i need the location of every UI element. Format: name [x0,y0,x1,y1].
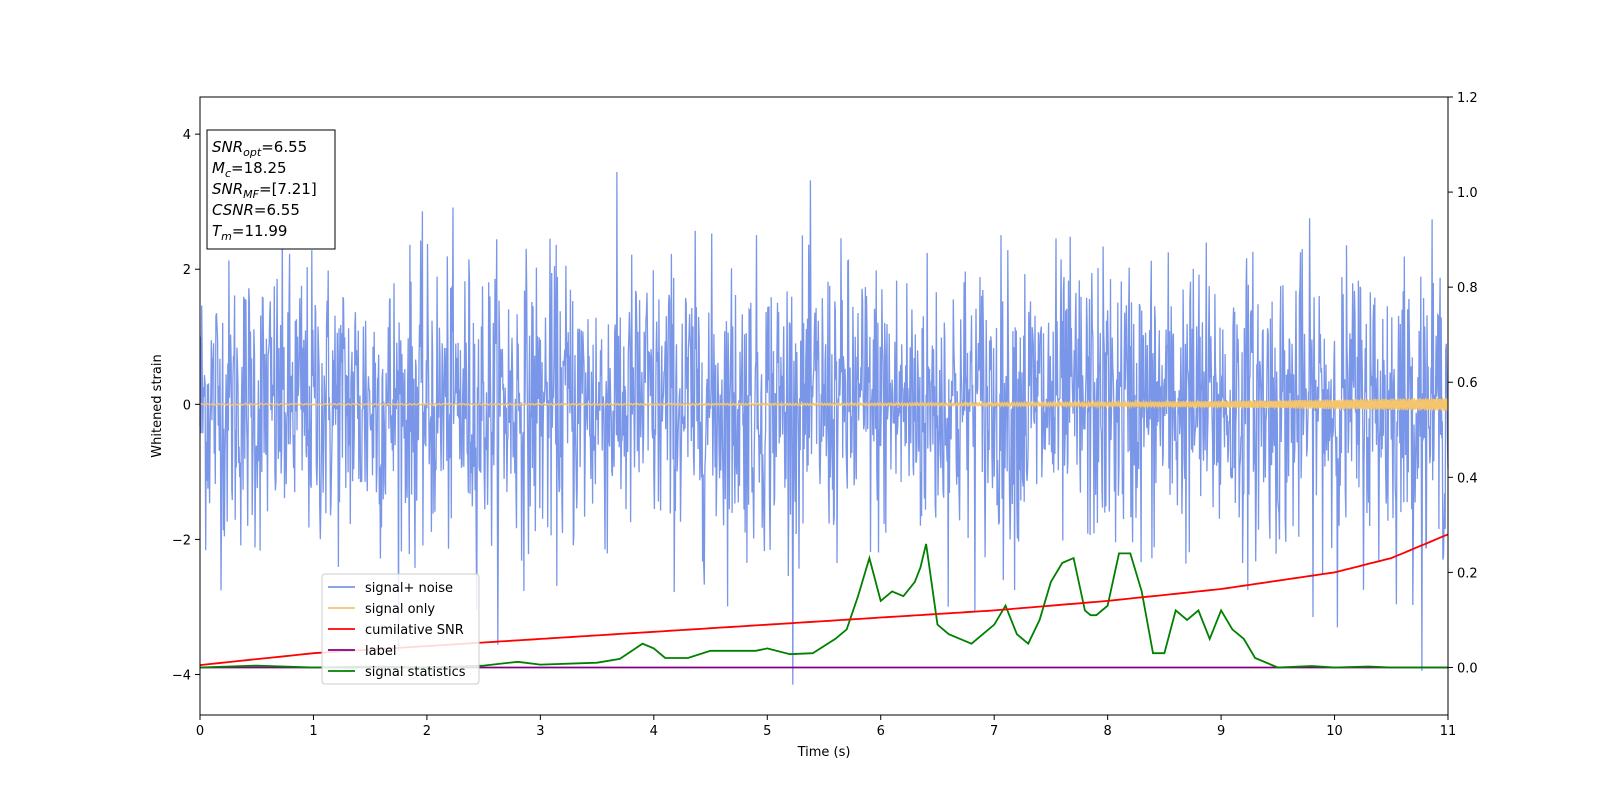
y2-tick-label: 0.0 [1457,661,1478,676]
y2-tick-label: 0.2 [1457,566,1478,581]
legend-label: signal statistics [365,665,466,680]
info-line: Mc=18.25 [212,159,287,180]
legend-label: label [365,644,396,659]
x-tick-label: 8 [1103,724,1111,739]
y-axis: −4 −2 0 2 4 [172,128,200,683]
x-tick-label: 10 [1326,724,1343,739]
plot-frame [199,96,1449,716]
y-tick-label: 2 [183,263,191,278]
y2-tick-label: 0.6 [1457,376,1478,391]
info-line: SNRMF=[7.21] [212,180,317,201]
info-box: SNRopt=6.55Mc=18.25SNRMF=[7.21]CSNR=6.55… [206,129,336,250]
y2-tick-label: 0.8 [1457,281,1478,296]
series-signal-only [199,397,1449,412]
stats-layer [199,543,1448,669]
info-line: SNRopt=6.55 [212,138,307,159]
x-tick-label: 0 [196,724,204,739]
info-lines: SNRopt=6.55Mc=18.25SNRMF=[7.21]CSNR=6.55… [212,138,317,243]
info-line: CSNR=6.55 [212,201,300,219]
x-tick-label: 9 [1217,724,1225,739]
x-axis-label: Time (s) [797,745,851,760]
y-axis-label: Whitened strain [150,354,165,457]
signal-layer [199,397,1449,412]
legend-label: signal only [365,602,435,617]
x-tick-label: 11 [1440,724,1457,739]
legend: signal+ noise signal only cumilative SNR la… [321,573,480,685]
y-tick-label: −4 [172,668,191,683]
y2-tick-label: 1.2 [1457,91,1478,106]
x-tick-label: 5 [763,724,771,739]
series-signal-statistics [199,543,1448,669]
info-line: Tm=11.99 [212,222,287,243]
legend-label: signal+ noise [365,581,453,596]
y2-tick-label: 1.0 [1457,186,1478,201]
legend-frame [321,573,480,685]
legend-items: signal+ noise signal only cumilative SNR la… [328,581,466,680]
x-tick-label: 6 [877,724,885,739]
y-tick-label: 4 [183,128,191,143]
info-box-frame [206,129,336,250]
y-tick-label: 0 [183,398,191,413]
x-tick-label: 4 [650,724,658,739]
y2-tick-label: 0.4 [1457,471,1478,486]
y2-axis: 0.0 0.2 0.4 0.6 0.8 1.0 1.2 [1448,91,1478,676]
series-signal-noise [199,171,1449,685]
x-axis: 0 1 2 3 4 5 6 7 8 9 10 11 [196,715,1456,739]
x-tick-label: 3 [536,724,544,739]
y-tick-label: −2 [172,533,191,548]
x-tick-label: 2 [423,724,431,739]
x-tick-label: 7 [990,724,998,739]
x-tick-label: 1 [309,724,317,739]
legend-label: cumilative SNR [365,623,464,638]
noise-layer [199,171,1449,685]
